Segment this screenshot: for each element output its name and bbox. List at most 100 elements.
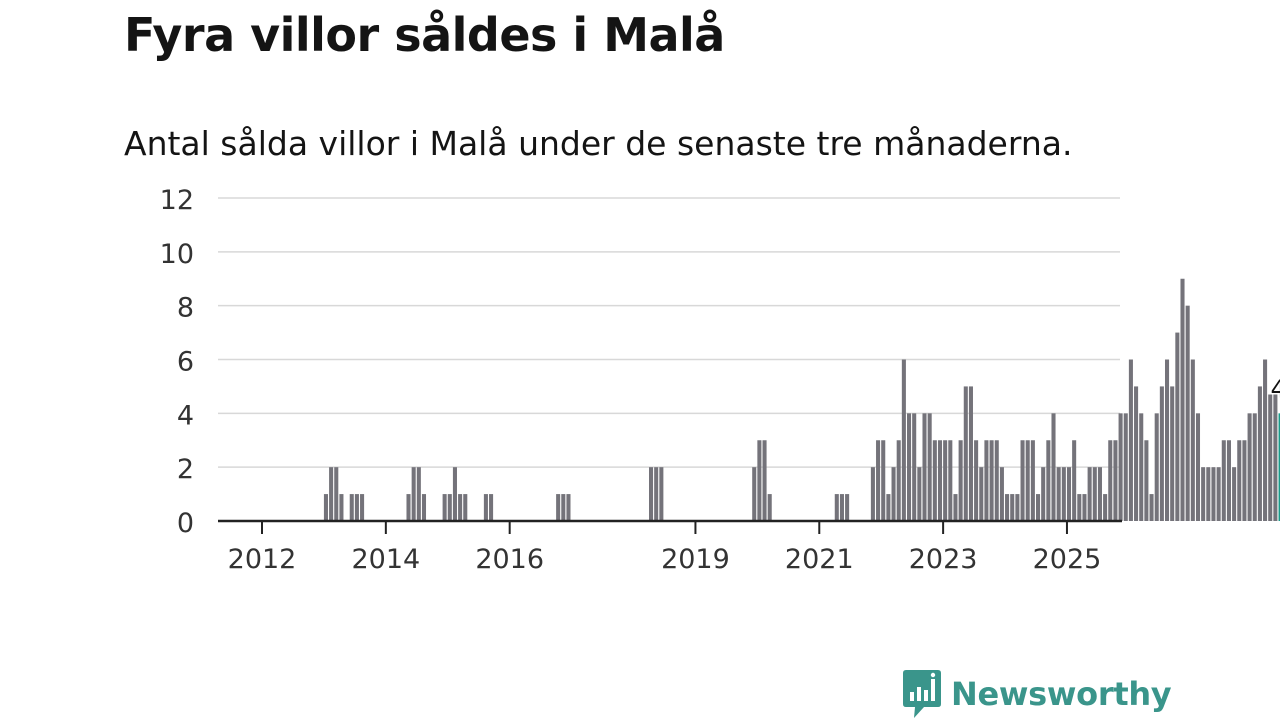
- bar: [463, 494, 468, 521]
- bar: [1010, 494, 1015, 521]
- bar: [1051, 413, 1056, 521]
- y-tick-label: 2: [177, 454, 194, 485]
- bar: [1041, 467, 1046, 521]
- bar: [932, 440, 937, 521]
- bar: [1206, 467, 1211, 521]
- bar: [566, 494, 571, 521]
- bar: [489, 494, 494, 521]
- bar: [483, 494, 488, 521]
- bar: [994, 440, 999, 521]
- bar: [1036, 494, 1041, 521]
- bar: [411, 467, 416, 521]
- bar: [1020, 440, 1025, 521]
- x-tick-label: 2025: [1033, 544, 1102, 575]
- y-axis-tick-labels: 0 2 4 6 8 10 12: [160, 185, 194, 539]
- y-tick-label: 8: [177, 293, 194, 324]
- x-tick-label: 2019: [661, 544, 730, 575]
- bar: [649, 467, 654, 521]
- bar: [912, 413, 917, 521]
- bar: [1180, 278, 1185, 521]
- bar: [458, 494, 463, 521]
- x-tick-label: 2016: [475, 544, 544, 575]
- bar: [1015, 494, 1020, 521]
- bar: [845, 494, 850, 521]
- bar: [963, 386, 968, 521]
- bar: [1242, 440, 1247, 521]
- bar: [1005, 494, 1010, 521]
- bar: [1144, 440, 1149, 521]
- y-tick-label: 6: [177, 347, 194, 378]
- bar: [452, 467, 457, 521]
- bar: [917, 467, 922, 521]
- bar: [1128, 359, 1133, 521]
- bar: [1113, 440, 1118, 521]
- bar: [1190, 359, 1195, 521]
- bar: [1185, 305, 1190, 521]
- bar: [1066, 467, 1072, 521]
- bar: [1247, 413, 1252, 521]
- bar: [891, 467, 896, 521]
- bar: [1082, 494, 1087, 521]
- bar: [999, 467, 1004, 521]
- newsworthy-logo: Newsworthy: [902, 668, 1172, 720]
- bar: [654, 467, 659, 521]
- bar: [922, 413, 927, 521]
- chart-title: Fyra villor såldes i Malå: [124, 8, 725, 62]
- bar: [339, 494, 344, 521]
- bar: [1103, 494, 1108, 521]
- bar: [659, 467, 664, 521]
- bar: [354, 494, 359, 521]
- bar: [1087, 467, 1092, 521]
- bar: [1072, 440, 1077, 521]
- bar: [881, 440, 886, 521]
- bar: [1268, 394, 1273, 521]
- bar: [1061, 467, 1066, 521]
- bar: [406, 494, 411, 521]
- bar: [1046, 440, 1051, 521]
- bar: [767, 494, 772, 521]
- y-tick-label: 0: [177, 508, 194, 539]
- bar: [1123, 413, 1128, 521]
- bar: [1216, 467, 1221, 521]
- bar: [974, 440, 979, 521]
- bar: [927, 413, 932, 521]
- bar: [561, 494, 566, 521]
- y-tick-label: 4: [177, 400, 194, 431]
- bar: [1159, 386, 1164, 521]
- bar: [968, 386, 973, 521]
- newsworthy-brand-name: Newsworthy: [951, 675, 1172, 713]
- bar: [1195, 413, 1201, 521]
- bar: [1252, 413, 1257, 521]
- bar: [943, 440, 948, 521]
- y-tick-label: 12: [160, 185, 194, 216]
- bar: [1077, 494, 1082, 521]
- data-labels: 4: [1271, 374, 1280, 403]
- bar: [1030, 440, 1035, 521]
- bar: [1097, 467, 1102, 521]
- bar: [907, 413, 912, 521]
- bar: [1092, 467, 1097, 521]
- bar: [1056, 467, 1061, 521]
- bar: [958, 440, 963, 521]
- bar: [989, 440, 994, 521]
- x-tick-label: 2014: [351, 544, 420, 575]
- bar: [1232, 467, 1237, 521]
- bar: [896, 440, 901, 521]
- bar: [979, 467, 984, 521]
- bar: [757, 440, 762, 521]
- bar: [1237, 440, 1242, 521]
- bar: [984, 440, 989, 521]
- bar: [839, 494, 844, 521]
- highlighted-bar: [1278, 413, 1280, 521]
- y-tick-label: 10: [160, 239, 194, 270]
- bar: [1025, 440, 1030, 521]
- bar: [870, 467, 875, 521]
- bar: [442, 494, 447, 521]
- x-tick-label: 2023: [909, 544, 978, 575]
- bar: [329, 467, 334, 521]
- bar: [1201, 467, 1206, 521]
- bar: [1108, 440, 1113, 521]
- bar: [937, 440, 943, 521]
- bar: [360, 494, 365, 521]
- bar: [948, 440, 953, 521]
